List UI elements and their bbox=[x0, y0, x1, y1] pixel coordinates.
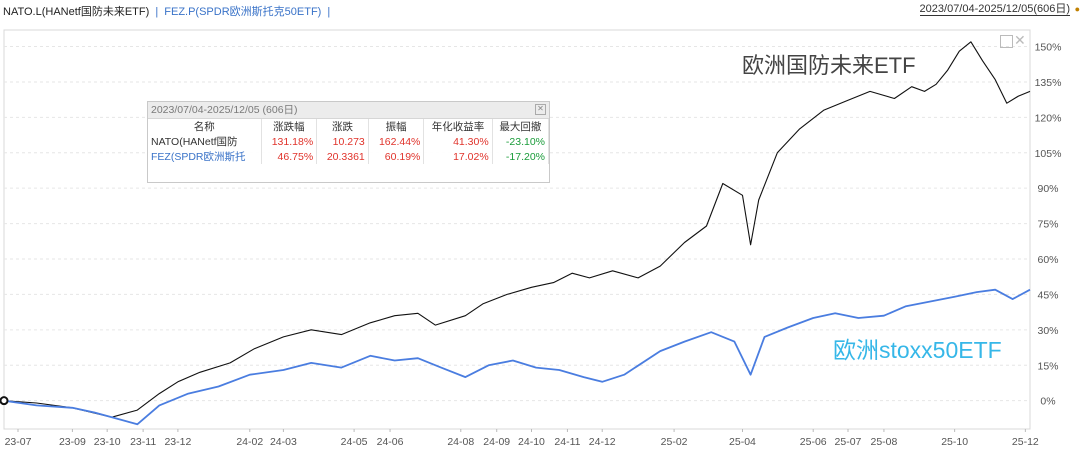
y-tick-label: 90% bbox=[1037, 183, 1058, 195]
row-name: FEZ(SPDR欧洲斯托 bbox=[148, 149, 262, 164]
table-row[interactable]: FEZ(SPDR欧洲斯托 46.75% 20.3361 60.19% 17.02… bbox=[148, 149, 550, 164]
stats-header-row: 名称 涨跌幅 涨跌 振幅 年化收益率 最大回撤 bbox=[148, 119, 550, 134]
row-max-drawdown: -23.10% bbox=[492, 134, 550, 149]
y-tick-label: 30% bbox=[1037, 325, 1058, 337]
series-line-1 bbox=[3, 288, 1031, 426]
x-tick-label: 24-10 bbox=[518, 436, 545, 448]
y-tick-label: 75% bbox=[1037, 219, 1058, 231]
row-chg: 20.3361 bbox=[316, 149, 369, 164]
y-tick-label: 0% bbox=[1040, 396, 1055, 408]
close-popup-icon[interactable]: ✕ bbox=[535, 104, 546, 115]
x-tick-label: 25-02 bbox=[661, 436, 688, 448]
x-tick-label: 23-09 bbox=[59, 436, 86, 448]
stats-popup-title: 2023/07/04-2025/12/05 (606日) bbox=[151, 104, 298, 116]
line-chart: 0% 15% 30% 45% 60% 75% 90% 105% 120% 135% 150% 23-… bbox=[0, 29, 1062, 448]
col-max-drawdown: 最大回撤 bbox=[492, 119, 550, 134]
row-chg: 10.273 bbox=[316, 134, 369, 149]
col-annualized: 年化收益率 bbox=[423, 119, 493, 134]
x-axis-ticks: 23-07 23-09 23-10 23-11 23-12 24-02 24-03 24-05… bbox=[5, 429, 1039, 448]
y-tick-label: 45% bbox=[1037, 289, 1058, 301]
x-tick-label: 24-06 bbox=[377, 436, 404, 448]
range-indicator-icon: ● bbox=[1074, 4, 1080, 14]
y-tick-label: 150% bbox=[1035, 42, 1062, 54]
stats-popup-header: 2023/07/04-2025/12/05 (606日) ✕ bbox=[148, 102, 549, 119]
y-tick-label: 135% bbox=[1035, 77, 1062, 89]
x-tick-label: 25-08 bbox=[870, 436, 897, 448]
x-tick-label: 24-03 bbox=[270, 436, 297, 448]
y-tick-label: 60% bbox=[1037, 254, 1058, 266]
col-chg: 涨跌 bbox=[316, 119, 369, 134]
close-icon[interactable]: ✕ bbox=[1014, 32, 1026, 48]
table-row[interactable]: NATO(HANetf国防 131.18% 10.273 162.44% 41.… bbox=[148, 134, 550, 149]
legend-nato[interactable]: NATO.L(HANetf国防未来ETF) bbox=[3, 6, 150, 18]
x-tick-label: 25-04 bbox=[729, 436, 756, 448]
row-name: NATO(HANetf国防 bbox=[148, 134, 262, 149]
row-chg-pct: 46.75% bbox=[261, 149, 318, 164]
x-tick-label: 25-12 bbox=[1012, 436, 1039, 448]
x-tick-label: 23-10 bbox=[94, 436, 121, 448]
x-tick-label: 24-12 bbox=[589, 436, 616, 448]
x-tick-label: 24-02 bbox=[236, 436, 263, 448]
series-line-0 bbox=[3, 41, 1031, 418]
row-annualized: 17.02% bbox=[423, 149, 493, 164]
x-tick-label: 23-07 bbox=[5, 436, 32, 448]
stats-table: 名称 涨跌幅 涨跌 振幅 年化收益率 最大回撤 NATO(HANetf国防 13… bbox=[148, 119, 550, 164]
col-amplitude: 振幅 bbox=[368, 119, 425, 134]
x-tick-label: 25-10 bbox=[941, 436, 968, 448]
x-tick-label: 24-08 bbox=[447, 436, 474, 448]
y-tick-label: 15% bbox=[1037, 360, 1058, 372]
nato-annotation: 欧洲国防未来ETF bbox=[742, 53, 916, 78]
x-tick-label: 25-07 bbox=[835, 436, 862, 448]
y-axis-ticks: 0% 15% 30% 45% 60% 75% 90% 105% 120% 135% 150% bbox=[1035, 42, 1062, 408]
x-tick-label: 24-09 bbox=[483, 436, 510, 448]
x-tick-label: 25-06 bbox=[800, 436, 827, 448]
y-tick-label: 120% bbox=[1035, 112, 1062, 124]
row-amplitude: 60.19% bbox=[368, 149, 425, 164]
fez-annotation: 欧洲stoxx50ETF bbox=[833, 337, 1002, 363]
stats-popup: 2023/07/04-2025/12/05 (606日) ✕ 名称 涨跌幅 涨跌… bbox=[147, 101, 550, 183]
legend-separator: | bbox=[155, 6, 159, 18]
legend-fez[interactable]: FEZ.P(SPDR欧洲斯托克50ETF) bbox=[164, 6, 322, 18]
series-legend: NATO.L(HANetf国防未来ETF) | FEZ.P(SPDR欧洲斯托克5… bbox=[3, 3, 333, 19]
row-max-drawdown: -17.20% bbox=[492, 149, 550, 164]
y-tick-label: 105% bbox=[1035, 148, 1062, 160]
chart-lines bbox=[0, 41, 1031, 426]
chart-grid bbox=[3, 29, 1031, 430]
plot-frame bbox=[3, 29, 1031, 430]
x-tick-label: 23-11 bbox=[130, 436, 156, 448]
legend-trailing-separator: | bbox=[327, 6, 331, 18]
row-amplitude: 162.44% bbox=[368, 134, 425, 149]
col-name: 名称 bbox=[148, 119, 262, 134]
col-chg-pct: 涨跌幅 bbox=[261, 119, 318, 134]
x-tick-label: 24-05 bbox=[341, 436, 368, 448]
date-range-selector[interactable]: 2023/07/04-2025/12/05(606日) bbox=[919, 3, 1070, 16]
row-annualized: 41.30% bbox=[423, 134, 493, 149]
x-tick-label: 24-11 bbox=[554, 436, 580, 448]
row-chg-pct: 131.18% bbox=[261, 134, 318, 149]
maximize-icon[interactable] bbox=[1000, 35, 1013, 48]
top-bar: NATO.L(HANetf国防未来ETF) | FEZ.P(SPDR欧洲斯托克5… bbox=[0, 0, 1080, 22]
x-tick-label: 23-12 bbox=[164, 436, 191, 448]
start-marker bbox=[0, 396, 9, 406]
